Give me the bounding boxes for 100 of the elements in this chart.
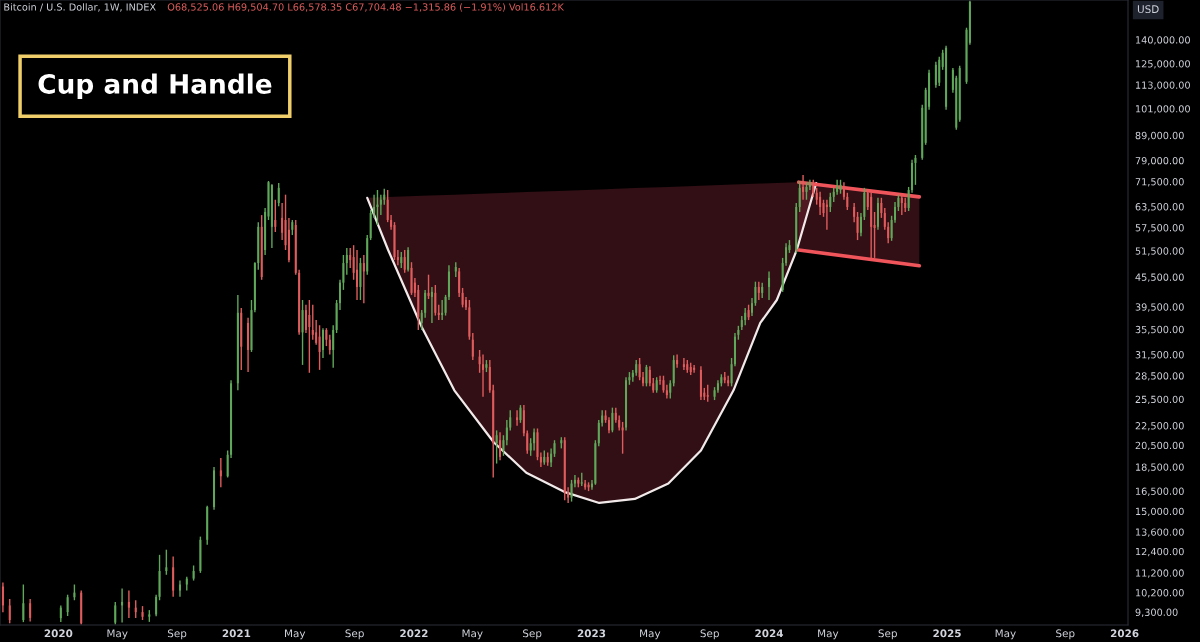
candlestick [328, 334, 331, 356]
y-tick-label: 125,000.00 [1136, 60, 1190, 69]
x-tick-label: Sep [523, 629, 542, 640]
candlestick [321, 327, 324, 359]
y-axis-title: USD [1137, 5, 1159, 14]
candlestick [291, 219, 294, 236]
candlestick [407, 246, 410, 273]
candlestick [172, 555, 175, 598]
candlestick [362, 254, 365, 304]
candlestick [311, 304, 314, 341]
candlestick [819, 191, 822, 216]
candlestick [410, 261, 413, 296]
candlestick [345, 247, 348, 276]
candlestick [938, 56, 941, 87]
candlestick [114, 601, 117, 625]
y-tick-label: 35,500.00 [1135, 325, 1184, 335]
candlestick [332, 324, 335, 369]
candlestick [141, 605, 144, 621]
y-tick-label: 57,500.00 [1135, 224, 1184, 233]
y-tick-label: 11,200.00 [1136, 569, 1184, 578]
y-tick-label: 101,000.00 [1136, 105, 1190, 114]
candlestick [434, 284, 437, 317]
candlestick [802, 174, 805, 201]
candlestick [853, 202, 856, 223]
candlestick [839, 179, 842, 195]
candlestick [672, 354, 675, 388]
candlestick [533, 427, 536, 452]
candlestick [430, 286, 433, 324]
candlestick [505, 419, 508, 446]
candlestick [29, 598, 32, 623]
candlestick [468, 299, 471, 341]
candlestick [356, 249, 359, 301]
candlestick [481, 353, 485, 398]
candlestick [403, 249, 406, 274]
candlestick [662, 375, 665, 394]
x-tick-label: 2024 [755, 629, 784, 638]
candlestick [655, 376, 658, 394]
annotation: O68,525.06 H69,504.70 L66,578.35 C67,704.48 −1,315.86 (−1.91%) Vol16.612K [167, 3, 565, 12]
candlestick [66, 594, 69, 617]
candlestick [669, 379, 672, 400]
y-tick-label: 79,000.00 [1135, 157, 1184, 166]
candlestick [281, 202, 284, 241]
candlestick [880, 197, 883, 219]
candlestick [836, 179, 839, 196]
candlestick [570, 479, 573, 503]
candlestick [250, 299, 253, 353]
x-tick-label: 2020 [44, 629, 73, 638]
candlestick [199, 535, 202, 574]
candlestick [471, 332, 474, 361]
x-tick-label: 2022 [400, 629, 428, 638]
x-tick-label: May [107, 629, 128, 640]
candlestick [424, 289, 427, 319]
candlestick [873, 211, 876, 259]
candlestick [8, 598, 11, 625]
y-tick-label: 31,500.00 [1135, 351, 1184, 360]
candlestick [611, 406, 614, 434]
candlestick [359, 257, 362, 301]
y-tick-label: 28,500.00 [1135, 372, 1184, 381]
candlestick [519, 404, 522, 424]
candlestick [155, 594, 158, 617]
x-tick-label: 2026 [1110, 629, 1139, 638]
candlestick [693, 364, 696, 374]
candlestick [1, 581, 4, 613]
candlestick [757, 280, 760, 301]
y-tick-label: 140,000.00 [1136, 36, 1190, 45]
candlestick [219, 457, 222, 488]
y-tick-label: 13,600.00 [1136, 528, 1184, 537]
candlestick [485, 359, 488, 373]
candlestick [516, 409, 519, 427]
x-tick-label: May [640, 629, 661, 640]
candlestick [315, 319, 318, 346]
candlestick [22, 583, 25, 623]
y-tick-label: 20,500.00 [1135, 441, 1184, 451]
x-tick-label: May [818, 629, 839, 640]
candlestick [900, 193, 903, 216]
candlestick [594, 439, 597, 486]
y-tick-label: 9,300.00 [1135, 608, 1178, 617]
candlestick [829, 192, 832, 213]
candlestick [682, 357, 685, 371]
y-tick-label: 10,200.00 [1136, 589, 1184, 598]
candlestick [934, 61, 937, 89]
x-tick-label: Sep [878, 629, 897, 640]
candlestick [274, 199, 277, 233]
candlestick [325, 327, 328, 347]
x-tick-label: 2025 [933, 629, 961, 638]
candlestick [301, 299, 304, 366]
y-tick-label: 16,500.00 [1136, 487, 1184, 496]
x-tick-label: Sep [167, 629, 187, 640]
candlestick [856, 211, 859, 241]
candlestick [461, 287, 464, 309]
candlestick [304, 304, 307, 334]
candlestick [887, 221, 890, 244]
candlestick [427, 273, 430, 300]
y-tick-label: 25,500.00 [1135, 395, 1184, 405]
annotation: Bitcoin / U.S. Dollar, 1W, INDEX [4, 3, 156, 12]
candlestick [349, 247, 352, 269]
x-tick-label: Sep [700, 629, 719, 640]
x-tick-label: Sep [345, 629, 364, 640]
y-tick-label: 71,500.00 [1135, 178, 1184, 187]
x-tick-label: 2021 [222, 629, 251, 638]
